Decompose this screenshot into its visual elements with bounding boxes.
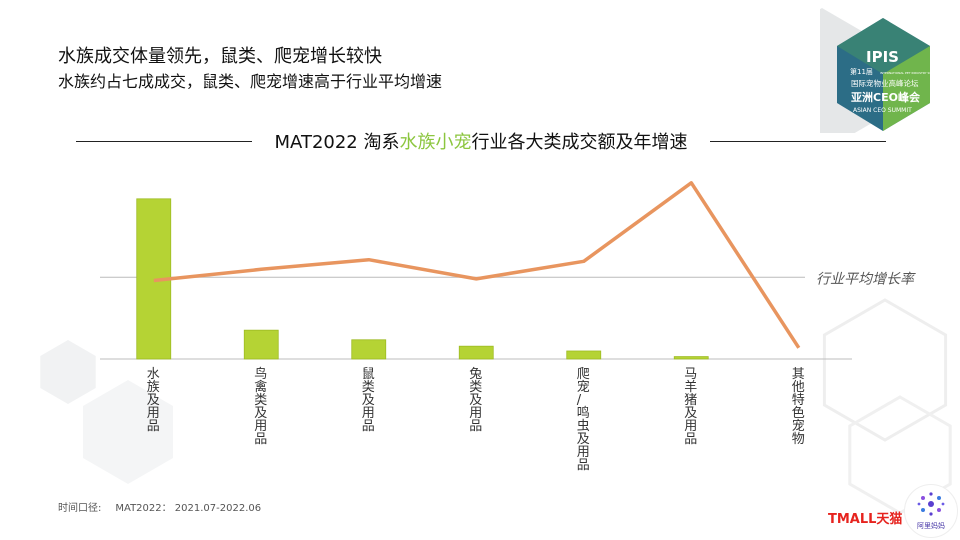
- x-tick-label: 鸟禽类及用品: [254, 366, 267, 447]
- bar: [351, 339, 387, 360]
- ipis-en-name: ASIAN CEO SUMMIT: [853, 107, 912, 114]
- chart-title-row: MAT2022 淘系水族小宠行业各大类成交额及年增速: [76, 128, 886, 156]
- ipis-forum: 国际宠物业高峰论坛: [851, 78, 919, 88]
- bar: [566, 350, 602, 360]
- chart-title-highlight: 水族小宠: [399, 132, 472, 153]
- title-rule-left: [76, 141, 252, 142]
- footnote: 时间口径: MAT2022： 2021.07-2022.06: [58, 499, 261, 514]
- x-tick-label: 其他特色宠物: [792, 367, 805, 447]
- slide-subtitle: 水族约占七成成交，鼠类、爬宠增速高于行业平均增速: [58, 72, 443, 91]
- tmall-logo: TMALL天猫: [828, 512, 903, 527]
- ipis-tagline: INTERNATIONAL PET INDUSTRY SUMMIT: [880, 71, 940, 75]
- ipis-name: IPIS: [866, 48, 899, 66]
- deco-hexagon: [848, 395, 952, 515]
- growth-rate-line: [153, 181, 801, 349]
- alimama-mark-icon: [917, 492, 945, 516]
- footnote-label: 时间口径:: [58, 503, 102, 514]
- x-tick-label: 鼠类及用品: [362, 367, 375, 434]
- x-tick-label: 水族及用品: [147, 367, 160, 434]
- ipis-cn-name: 亚洲CEO峰会: [851, 90, 921, 104]
- reference-line-label: 行业平均增长率: [816, 271, 916, 287]
- deco-hexagon: [83, 380, 173, 484]
- x-tick-label: 兔类及用品: [469, 367, 482, 434]
- deco-hexagon: [40, 340, 96, 404]
- chart-title-suffix: 行业各大类成交额及年增速: [471, 132, 688, 153]
- footnote-value: MAT2022： 2021.07-2022.06: [115, 503, 262, 514]
- x-tick-label: 马羊猪及用品: [684, 367, 697, 447]
- ipis-edition: 第11届: [850, 67, 873, 76]
- deco-hexagon: [822, 298, 948, 442]
- ipis-summit-logo: IPIS 第11届 INTERNATIONAL PET INDUSTRY SUM…: [820, 8, 940, 133]
- alimama-text: 阿里妈妈: [917, 522, 945, 530]
- bar: [243, 329, 279, 360]
- alimama-logo: 阿里妈妈: [904, 484, 958, 538]
- slide-title: 水族成交体量领先，鼠类、爬宠增长较快: [58, 46, 382, 67]
- title-rule-right: [710, 141, 886, 142]
- bar: [673, 356, 709, 360]
- chart-title-prefix: MAT2022 淘系: [274, 132, 400, 153]
- bar: [458, 345, 494, 360]
- x-tick-label: 爬宠/鸣虫及用品: [577, 367, 590, 473]
- chart-title: MAT2022 淘系水族小宠行业各大类成交额及年增速: [76, 128, 886, 154]
